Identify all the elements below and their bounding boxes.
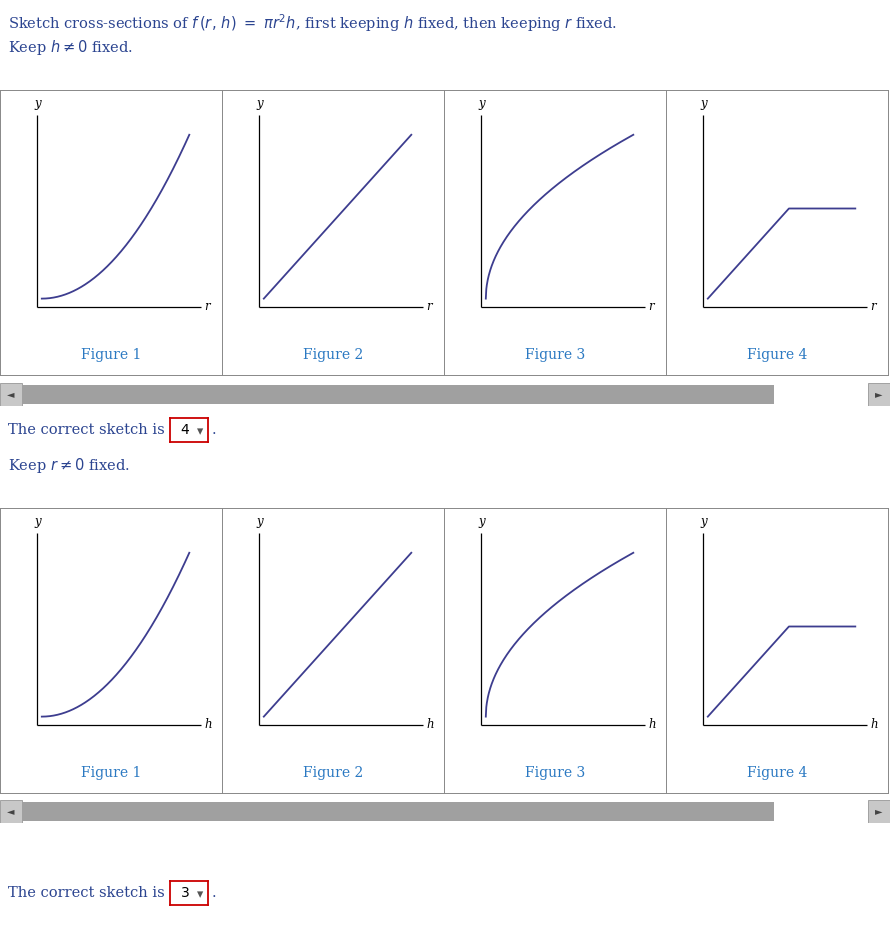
Text: r: r bbox=[648, 300, 653, 313]
Text: Figure 2: Figure 2 bbox=[303, 348, 363, 362]
Text: Figure 2: Figure 2 bbox=[303, 766, 363, 780]
Bar bbox=[0, 383, 22, 406]
Text: Figure 3: Figure 3 bbox=[525, 348, 585, 362]
Bar bbox=[0, 800, 22, 823]
Text: Figure 1: Figure 1 bbox=[81, 348, 142, 362]
Text: The correct sketch is: The correct sketch is bbox=[8, 886, 169, 900]
Text: ▾: ▾ bbox=[197, 424, 203, 438]
Text: ▾: ▾ bbox=[197, 887, 203, 901]
Text: Sketch cross-sections of $f\,(r,\,h)\ =\ \pi r^2 h$, first keeping $h$ fixed, th: Sketch cross-sections of $f\,(r,\,h)\ =\… bbox=[8, 12, 617, 34]
Text: Figure 4: Figure 4 bbox=[747, 348, 807, 362]
Bar bbox=[868, 800, 890, 823]
Text: r: r bbox=[870, 300, 876, 313]
Text: y: y bbox=[478, 97, 485, 110]
Text: Figure 3: Figure 3 bbox=[525, 766, 585, 780]
Text: Keep $h \neq 0$ fixed.: Keep $h \neq 0$ fixed. bbox=[8, 38, 133, 57]
Text: y: y bbox=[256, 97, 263, 110]
Bar bbox=[868, 383, 890, 406]
Bar bbox=[22, 802, 774, 820]
Text: .: . bbox=[212, 423, 216, 437]
Text: r: r bbox=[204, 300, 210, 313]
Text: y: y bbox=[700, 97, 707, 110]
Text: ►: ► bbox=[875, 389, 883, 400]
Text: y: y bbox=[700, 515, 707, 528]
Text: 3: 3 bbox=[181, 886, 190, 900]
Text: ◄: ◄ bbox=[7, 389, 15, 400]
Text: ◄: ◄ bbox=[7, 806, 15, 817]
Text: y: y bbox=[478, 515, 485, 528]
Text: h: h bbox=[648, 719, 656, 732]
Text: .: . bbox=[212, 886, 216, 900]
Text: Figure 4: Figure 4 bbox=[747, 766, 807, 780]
Text: h: h bbox=[870, 719, 878, 732]
Text: 4: 4 bbox=[181, 423, 190, 437]
Text: r: r bbox=[426, 300, 432, 313]
Text: y: y bbox=[34, 515, 41, 528]
Text: ►: ► bbox=[875, 806, 883, 817]
Text: h: h bbox=[426, 719, 433, 732]
Text: h: h bbox=[204, 719, 212, 732]
Text: Figure 1: Figure 1 bbox=[81, 766, 142, 780]
Text: Keep $r \neq 0$ fixed.: Keep $r \neq 0$ fixed. bbox=[8, 455, 130, 474]
Bar bbox=[22, 386, 774, 404]
Text: The correct sketch is: The correct sketch is bbox=[8, 423, 169, 437]
Text: y: y bbox=[256, 515, 263, 528]
Text: y: y bbox=[34, 97, 41, 110]
